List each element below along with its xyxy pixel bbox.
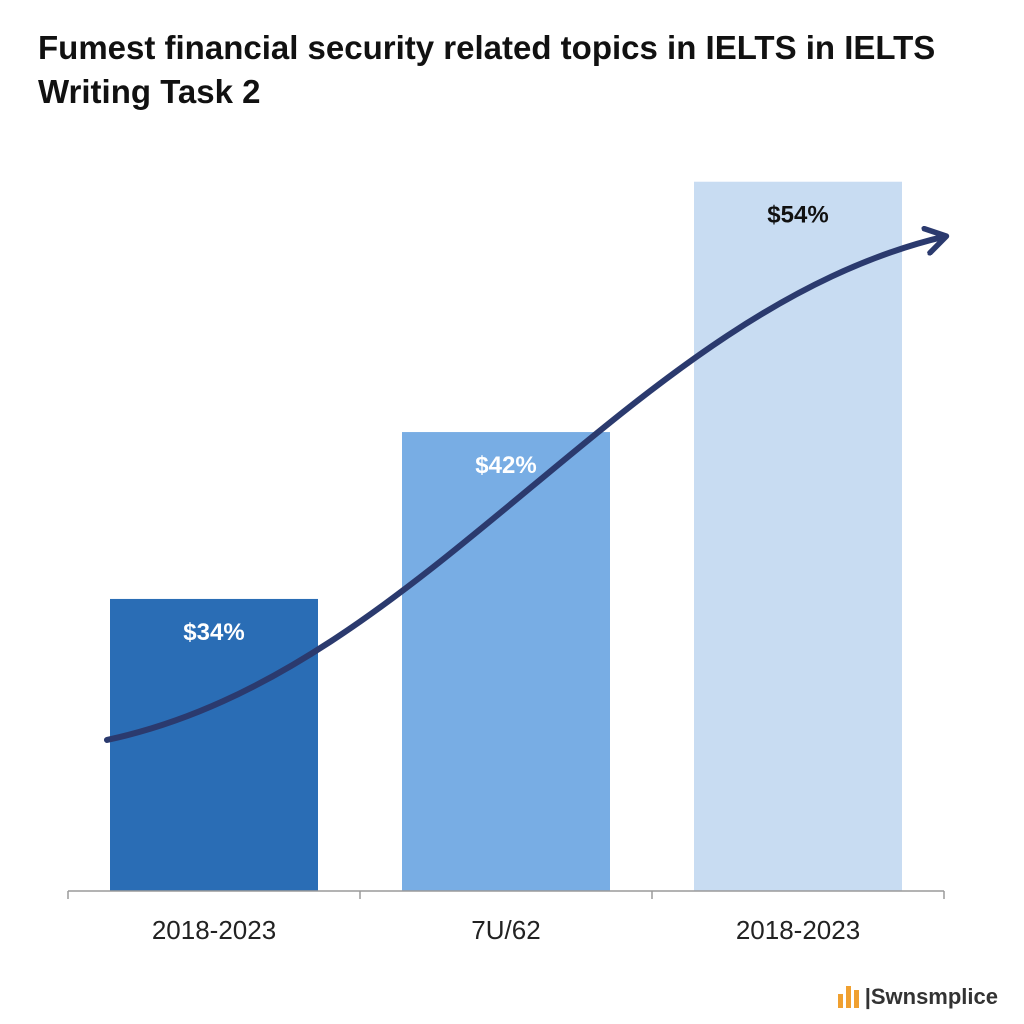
category-label: 2018-2023 — [152, 915, 276, 945]
chart-title: Fumest financial security related topics… — [38, 29, 936, 110]
bar-3 — [694, 181, 902, 891]
bar-1 — [110, 598, 318, 891]
brand-text: |Swnsmplice — [864, 984, 998, 1009]
trend-arrow — [104, 237, 944, 743]
bar-value-label: $34% — [183, 619, 244, 646]
bar-value-label: $54% — [767, 202, 828, 229]
brand-watermark: |Swnsmplice — [837, 984, 998, 1010]
bar-value-label: $42% — [475, 452, 536, 479]
category-label: 7U/62 — [471, 915, 540, 945]
category-label: 2018-2023 — [736, 915, 860, 945]
bar-2 — [402, 432, 610, 891]
brand-logo-icon — [837, 986, 859, 1008]
